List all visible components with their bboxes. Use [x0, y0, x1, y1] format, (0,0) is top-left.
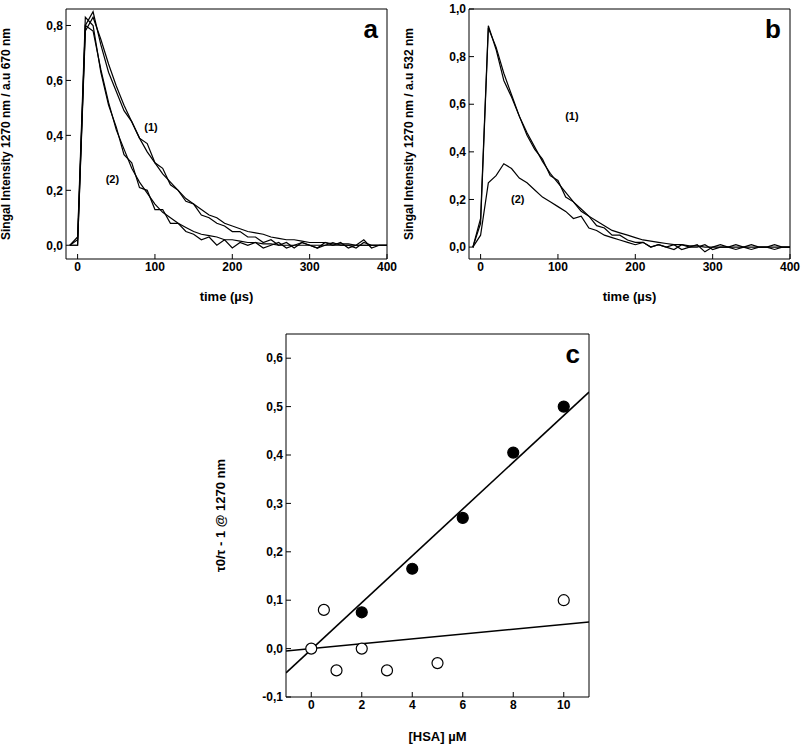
svg-text:-0,1: -0,1 [262, 690, 283, 704]
svg-text:0,0: 0,0 [449, 240, 466, 254]
svg-text:8: 8 [510, 698, 517, 712]
svg-text:4: 4 [409, 698, 416, 712]
svg-text:0,5: 0,5 [266, 400, 283, 414]
svg-text:(1): (1) [565, 110, 579, 122]
svg-text:0,8: 0,8 [46, 19, 63, 33]
svg-text:200: 200 [222, 260, 242, 274]
svg-text:Singal Intensity 1270 nm / a.u: Singal Intensity 1270 nm / a.u 670 nm [8, 28, 13, 240]
svg-text:0,0: 0,0 [46, 239, 63, 253]
svg-text:100: 100 [548, 260, 568, 274]
svg-text:300: 300 [300, 260, 320, 274]
svg-text:0,2: 0,2 [449, 193, 466, 207]
svg-text:2: 2 [358, 698, 365, 712]
svg-text:0,3: 0,3 [266, 497, 283, 511]
svg-text:400: 400 [780, 260, 795, 274]
svg-text:0,2: 0,2 [46, 184, 63, 198]
svg-text:Singal Intensity 1270 nm / a.u: Singal Intensity 1270 nm / a.u 532 nm [403, 28, 416, 240]
svg-text:1,0: 1,0 [449, 2, 466, 16]
svg-text:400: 400 [377, 260, 397, 274]
svg-text:(2): (2) [106, 173, 120, 185]
svg-text:10: 10 [557, 698, 571, 712]
svg-text:0,8: 0,8 [449, 50, 466, 64]
svg-text:[HSA] µM: [HSA] µM [408, 729, 466, 744]
svg-text:0,4: 0,4 [449, 145, 466, 159]
svg-text:time (µs): time (µs) [200, 289, 254, 304]
svg-text:0: 0 [477, 260, 484, 274]
svg-text:0,6: 0,6 [449, 97, 466, 111]
svg-text:100: 100 [145, 260, 165, 274]
html-text:b: b [765, 14, 781, 44]
html-text:c: c [565, 339, 580, 369]
svg-text:0: 0 [74, 260, 81, 274]
svg-text:time (µs): time (µs) [603, 289, 657, 304]
svg-text:0,6: 0,6 [46, 74, 63, 88]
svg-text:τ0/τ - 1 @ 1270 nm: τ0/τ - 1 @ 1270 nm [213, 459, 228, 572]
svg-text:(1): (1) [144, 121, 158, 133]
svg-text:0: 0 [308, 698, 315, 712]
svg-text:0,4: 0,4 [266, 448, 283, 462]
svg-text:0,2: 0,2 [266, 545, 283, 559]
html-text:a: a [363, 14, 378, 44]
svg-text:0,4: 0,4 [46, 129, 63, 143]
svg-text:6: 6 [459, 698, 466, 712]
svg-text:300: 300 [703, 260, 723, 274]
svg-text:200: 200 [625, 260, 645, 274]
svg-text:0,0: 0,0 [266, 642, 283, 656]
svg-text:(2): (2) [511, 193, 525, 205]
svg-text:0,6: 0,6 [266, 351, 283, 365]
svg-text:0,1: 0,1 [266, 593, 283, 607]
